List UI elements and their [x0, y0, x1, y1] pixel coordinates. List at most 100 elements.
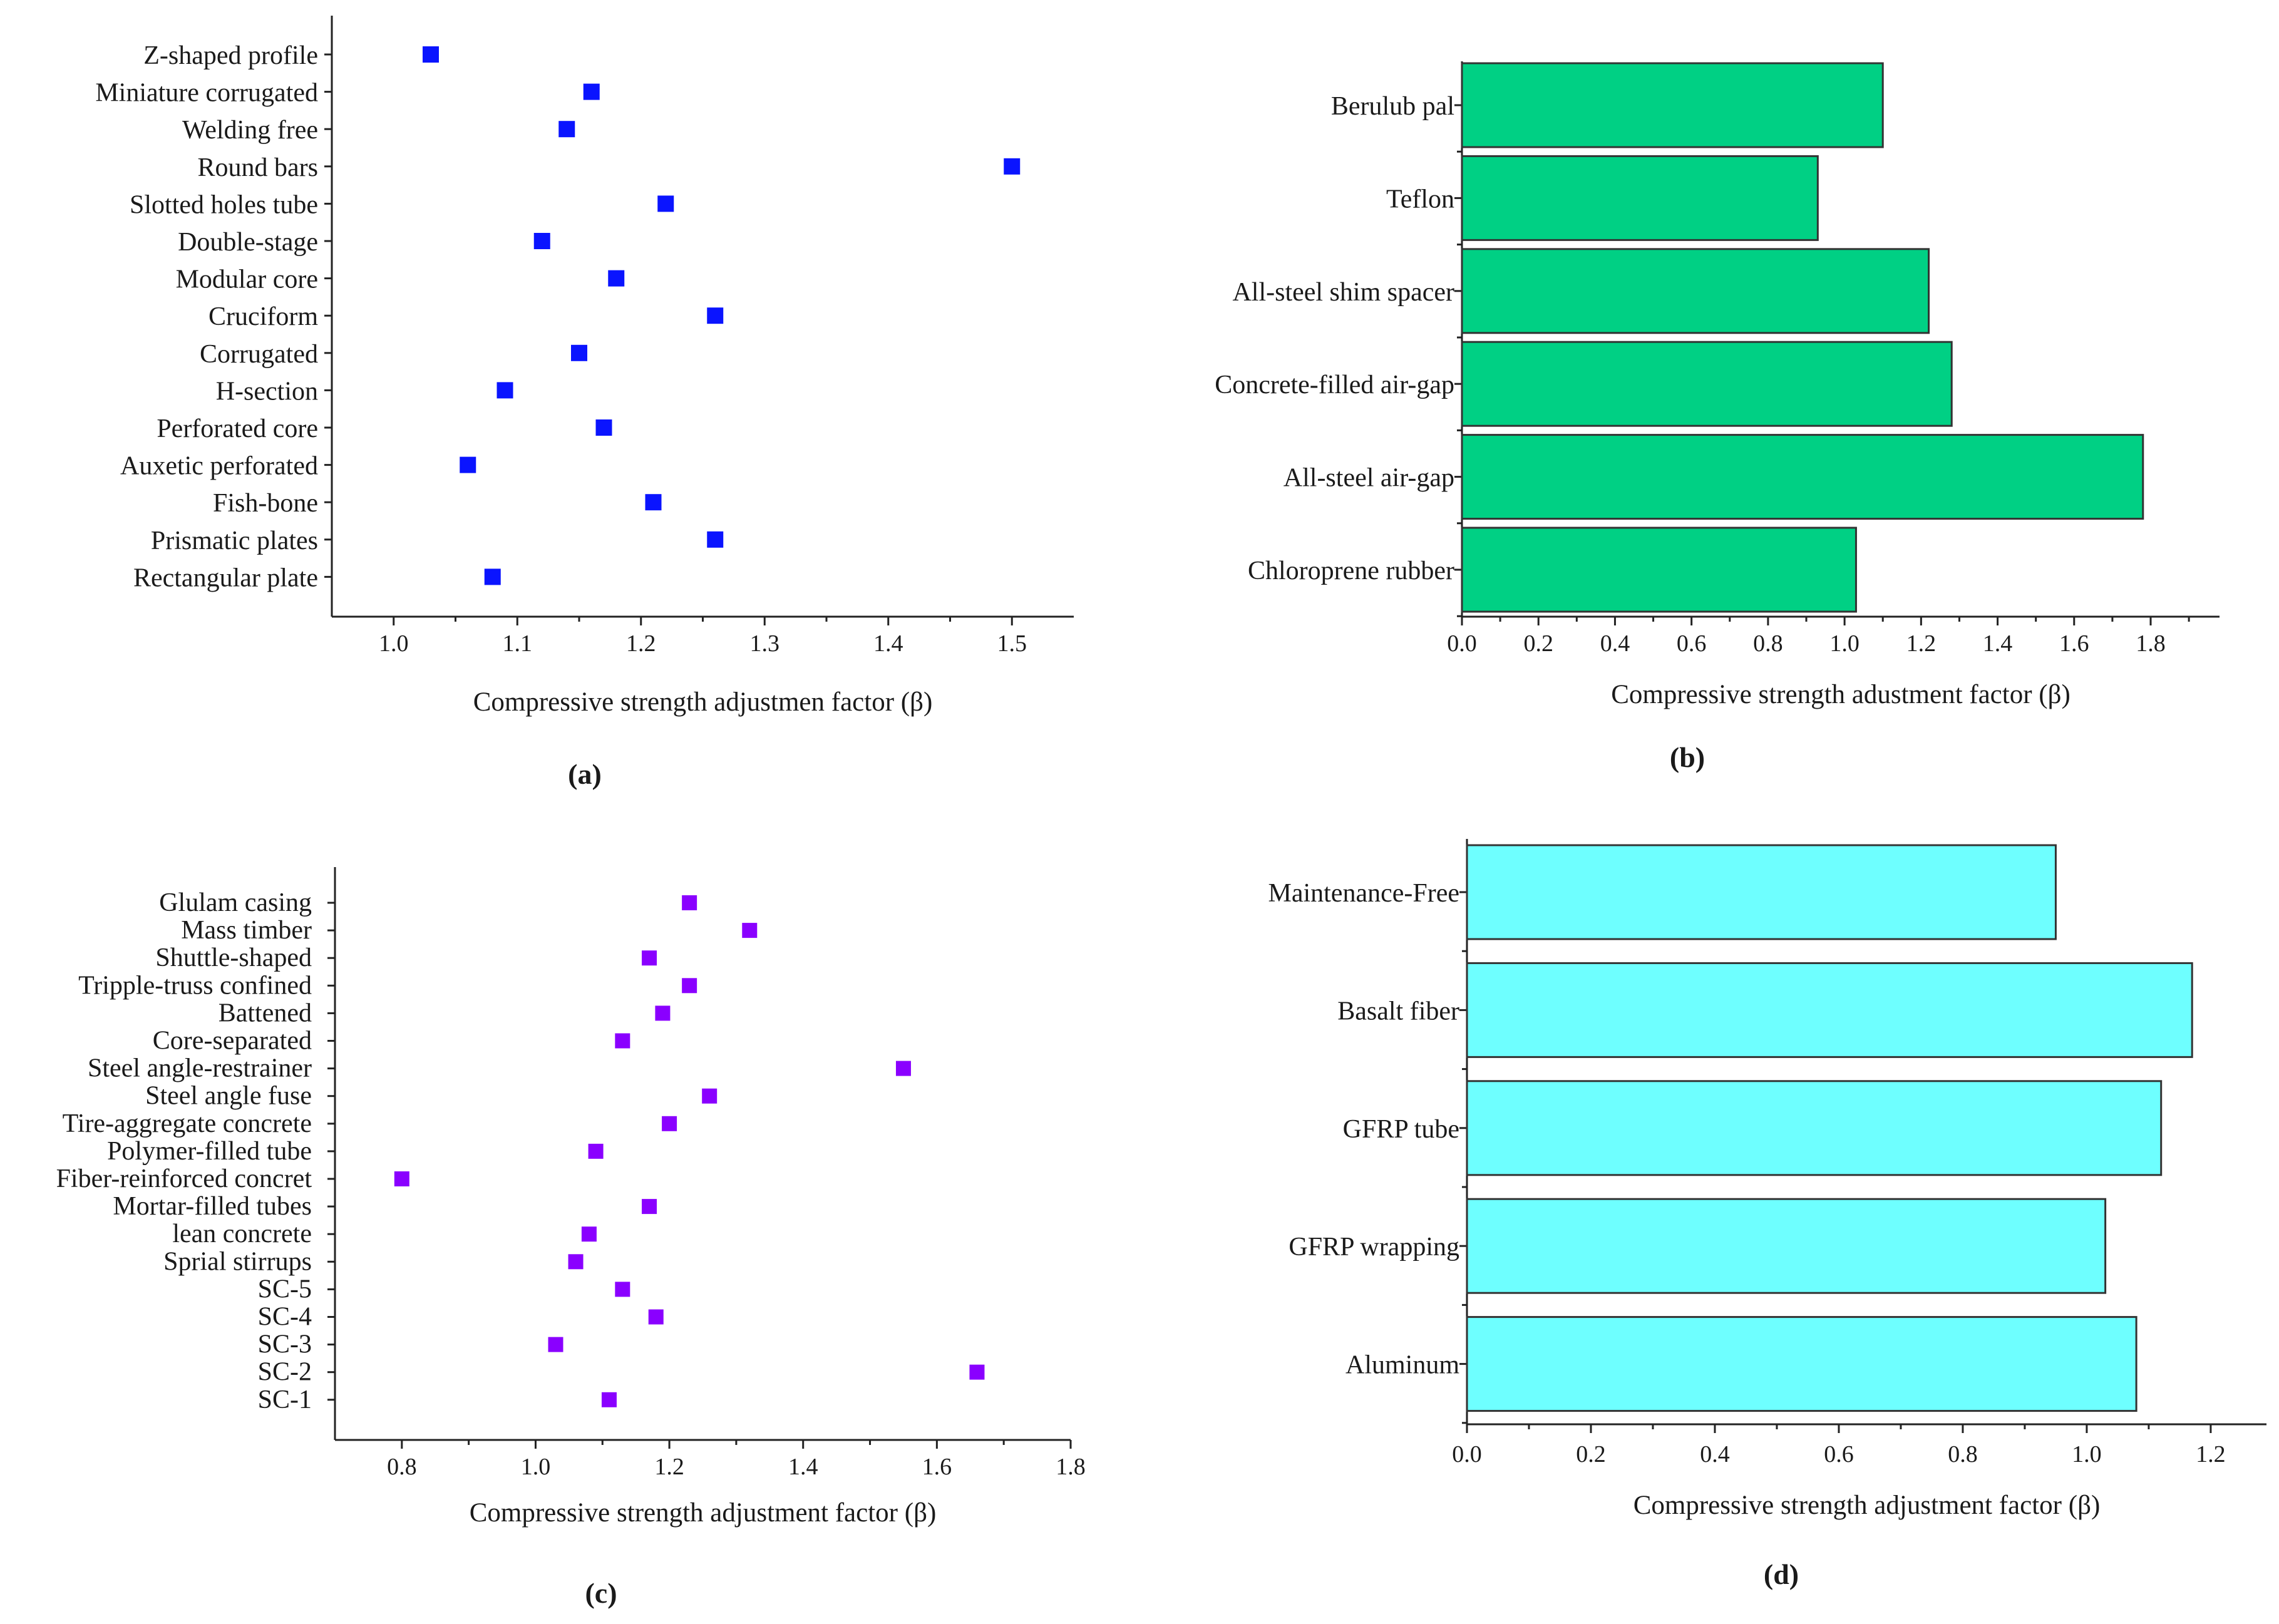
category-label: Core-separated — [153, 1027, 312, 1056]
data-bar — [1461, 434, 2144, 520]
data-point — [558, 121, 575, 138]
data-point — [460, 456, 476, 473]
data-point — [645, 494, 662, 511]
x-tick-label: 1.5 — [997, 630, 1027, 657]
data-point — [655, 1005, 671, 1021]
category-label: Steel angle fuse — [145, 1082, 312, 1111]
x-tick-label: 1.6 — [2059, 630, 2089, 657]
category-label: Glulam casing — [159, 888, 312, 917]
data-point — [615, 1033, 630, 1049]
x-tick-label: 0.2 — [1523, 630, 1553, 657]
category-label: SC-4 — [258, 1303, 312, 1332]
panel-a: 1.0 1.1 1.2 1.3 1.4 1.5 Z-shaped profile Miniat… — [95, 16, 1074, 790]
x-tick-label: 1.0 — [521, 1454, 551, 1480]
panel-label: (a) — [568, 758, 602, 790]
data-point — [707, 307, 724, 324]
data-bar — [1466, 1080, 2163, 1176]
data-point — [533, 233, 550, 249]
x-tick-label: 1.4 — [788, 1454, 818, 1480]
data-point — [568, 1254, 584, 1270]
category-label: Modular core — [176, 265, 318, 294]
category-label: SC-3 — [258, 1330, 312, 1359]
x-tick-label: 0.8 — [387, 1454, 417, 1480]
data-bar — [1461, 341, 1953, 427]
x-tick-label: 1.6 — [922, 1454, 952, 1480]
x-tick-label: 1.8 — [1056, 1454, 1086, 1480]
data-point — [1004, 158, 1021, 175]
x-axis-title: Compressive strength adjustment factor (… — [470, 1498, 937, 1528]
data-point — [608, 270, 625, 287]
category-label: Battened — [219, 999, 312, 1027]
panel-label: (c) — [585, 1577, 617, 1609]
data-point — [969, 1364, 985, 1380]
x-tick-label: 1.4 — [1983, 630, 2013, 657]
category-label: Shuttle-shaped — [155, 943, 312, 972]
x-tick-label: 1.2 — [654, 1454, 684, 1480]
category-label: Maintenance-Free — [1268, 879, 1459, 908]
x-tick-label: 0.6 — [1677, 630, 1707, 657]
category-label: Steel angle-restrainer — [88, 1054, 312, 1083]
category-label: Teflon — [1386, 185, 1454, 213]
data-bar — [1466, 1198, 2107, 1294]
category-label: Basalt fiber — [1337, 997, 1459, 1025]
category-label: Fish-bone — [213, 489, 318, 518]
category-label: Mortar-filled tubes — [113, 1192, 312, 1221]
category-label: Slotted holes tube — [130, 190, 318, 219]
category-label: SC-2 — [258, 1358, 312, 1387]
category-label: Concrete-filled air-gap — [1215, 371, 1454, 399]
x-tick-label: 0.4 — [1700, 1441, 1730, 1467]
category-label: Chloroprene rubber — [1248, 557, 1454, 585]
data-bar — [1466, 962, 2193, 1058]
x-tick-label: 0.0 — [1447, 630, 1477, 657]
x-axis-title: Compressive strength adustment factor (β… — [1611, 680, 2071, 709]
data-point — [707, 531, 724, 548]
category-label: Tire-aggregate concrete — [63, 1109, 312, 1138]
category-label: Cruciform — [208, 302, 318, 331]
data-point — [642, 1199, 657, 1215]
category-label: Z-shaped profile — [143, 41, 318, 70]
category-label: Round bars — [198, 153, 319, 182]
category-label: Rectangular plate — [133, 563, 318, 592]
x-tick-label: 1.1 — [503, 630, 533, 657]
data-point — [662, 1116, 677, 1131]
data-point — [615, 1282, 630, 1297]
x-tick-label: 1.8 — [2136, 630, 2166, 657]
data-point — [682, 978, 697, 994]
x-tick-label: 1.0 — [2072, 1441, 2102, 1467]
category-label: GFRP wrapping — [1289, 1233, 1459, 1262]
data-point — [895, 1061, 911, 1076]
x-tick-label: 1.4 — [873, 630, 903, 657]
data-point — [571, 344, 587, 361]
x-tick-label: 1.2 — [2196, 1441, 2226, 1467]
data-bar — [1461, 62, 1884, 148]
x-tick-label: 0.8 — [1753, 630, 1783, 657]
category-label: SC-1 — [258, 1385, 312, 1414]
data-point — [601, 1392, 617, 1407]
x-axis-title: Compressive strength adjustment factor (… — [1633, 1491, 2101, 1520]
x-tick-label: 0.8 — [1948, 1441, 1978, 1467]
data-bar — [1461, 527, 1857, 613]
data-point — [484, 568, 501, 585]
data-point — [682, 895, 697, 910]
data-point — [394, 1171, 409, 1186]
category-label: Perforated core — [157, 414, 318, 443]
x-tick-label: 1.3 — [750, 630, 780, 657]
data-bar — [1461, 155, 1819, 241]
panel-b: 0.0 0.2 0.4 0.6 0.8 1.0 1.2 1.4 1.6 1.8 Berulub pa… — [1215, 61, 2220, 773]
category-label: All-steel shim spacer — [1232, 278, 1454, 307]
data-point — [548, 1337, 563, 1352]
panel-label: (d) — [1764, 1558, 1799, 1590]
data-bar — [1461, 248, 1930, 334]
data-point — [581, 1226, 597, 1242]
category-label: Tripple-truss confined — [78, 971, 312, 1000]
data-bar — [1466, 844, 2057, 940]
category-label: lean concrete — [172, 1220, 312, 1248]
category-label: SC-5 — [258, 1275, 312, 1303]
panel-d: 0.0 0.2 0.4 0.6 0.8 1.0 1.2 Maintenance-Free Bas… — [1268, 839, 2266, 1590]
data-point — [657, 195, 674, 212]
x-tick-label: 1.2 — [626, 630, 656, 657]
data-point — [588, 1143, 604, 1159]
data-point — [423, 46, 439, 63]
